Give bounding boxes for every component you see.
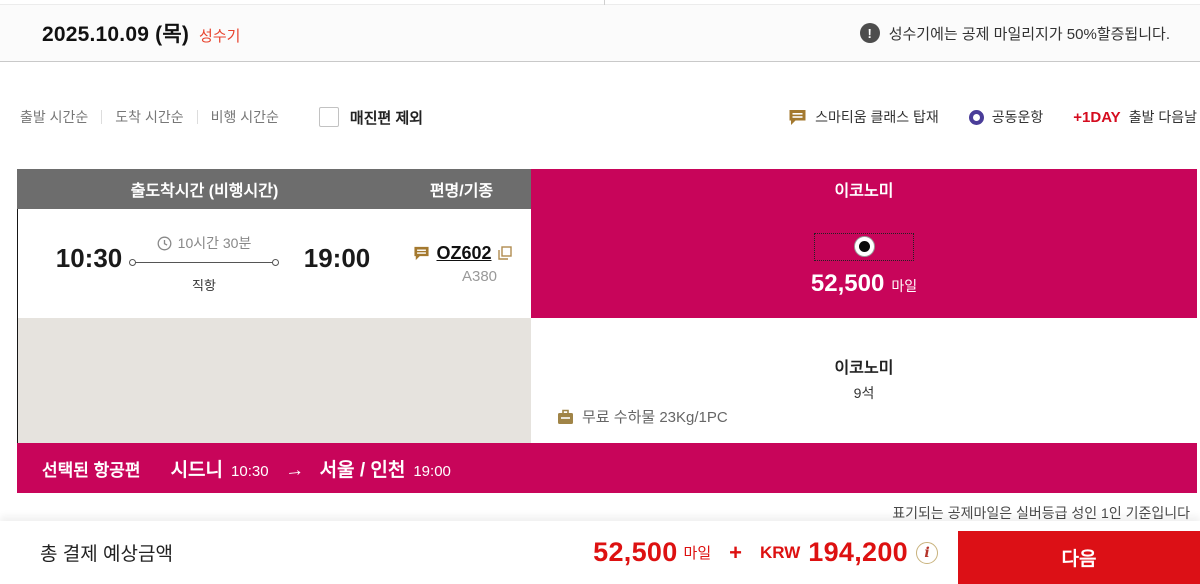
sort-by-arrival[interactable]: 도착 시간순 [115, 109, 184, 125]
row-left-filler [17, 318, 531, 443]
flight-duration: 10시간 30분 [129, 233, 279, 253]
total-miles-unit: 마일 [683, 545, 712, 562]
speech-bubble-icon [413, 246, 430, 261]
header-flight-no: 편명/기종 [429, 183, 494, 200]
legend: 스마티움 클래스 탑재 공동운항 +1DAY 출발 다음날 [788, 107, 1197, 127]
route-endpoint-dot [129, 259, 136, 266]
price-group: 52,500 마일 + KRW 194,200 i [593, 521, 938, 584]
currency-code: KRW [760, 542, 801, 562]
fare-miles-unit: 마일 [891, 277, 918, 294]
clock-icon [157, 236, 172, 250]
total-label: 총 결제 예상금액 [40, 544, 173, 565]
origin-city: 시드니 [170, 459, 224, 481]
flight-number-line: OZ602 [413, 242, 512, 264]
selected-flight-bar: 선택된 항공편 시드니 10:30 → 서울 / 인천 19:00 [17, 443, 1197, 493]
fare-radio-focus-outline[interactable] [814, 232, 914, 261]
destination-city: 서울 / 인천 [319, 459, 406, 481]
separator [101, 110, 103, 124]
speech-bubble-icon [788, 109, 807, 126]
sort-options: 출발 시간순 도착 시간순 비행 시간순 매진편 제외 [20, 107, 423, 128]
flight-table: 출도착시간 (비행시간) 편명/기종 이코노미 10:30 10시간 30분 [17, 169, 1197, 493]
legend-plus1day: +1DAY 출발 다음날 [1073, 107, 1197, 127]
calendar-strip-divider [604, 0, 605, 5]
plus-sign: + [729, 539, 742, 565]
suitcase-icon [557, 409, 574, 425]
exclude-soldout-label: 매진편 제외 [349, 109, 424, 127]
economy-fare-cell: 52,500 마일 [531, 209, 1197, 321]
peak-season-notice: ! 성수기에는 공제 마일리지가 50%할증됩니다. [859, 5, 1170, 61]
baggage-allowance-text: 무료 수하물 23Kg/1PC [582, 409, 728, 426]
flight-number-link[interactable]: OZ602 [436, 242, 492, 263]
seats-remaining: 9석 [853, 385, 875, 401]
total-amount: 194,200 [808, 537, 908, 567]
plus1day-badge: +1DAY [1073, 108, 1121, 126]
route-endpoint-dot [272, 259, 279, 266]
mileage-disclaimer: 표기되는 공제마일은 실버등급 성인 1인 기준입니다 [892, 505, 1190, 521]
fare-miles: 52,500 마일 [811, 270, 917, 298]
fare-miles-value: 52,500 [810, 269, 885, 297]
origin-time: 10:30 [231, 462, 269, 480]
exclamation-icon: ! [859, 23, 880, 43]
radio-dot [858, 241, 870, 252]
sort-by-departure[interactable]: 출발 시간순 [20, 109, 89, 125]
legend-codeshare-label: 공동운항 [991, 109, 1044, 125]
cabin-name: 이코노미 [834, 360, 894, 377]
selected-flight-label: 선택된 항공편 [42, 460, 141, 480]
toolbar: 출발 시간순 도착 시간순 비행 시간순 매진편 제외 스마티움 클래스 탑재 [20, 98, 1197, 136]
date-bar: 2025.10.09 (목) 성수기 ! 성수기에는 공제 마일리지가 50%할… [0, 5, 1200, 62]
aircraft-type: A380 [461, 267, 498, 285]
codeshare-ring-icon [968, 109, 984, 125]
route-graphic: 10시간 30분 직항 [129, 209, 279, 318]
exclude-soldout-toggle[interactable]: 매진편 제외 [318, 107, 424, 128]
legend-smartium-label: 스마티움 클래스 탑재 [815, 109, 939, 125]
flight-row: 10:30 10시간 30분 직항 19:00 [17, 209, 531, 318]
header-times: 출도착시간 (비행시간) [130, 183, 279, 200]
baggage-allowance: 무료 수하물 23Kg/1PC [557, 406, 728, 427]
flight-duration-text: 10시간 30분 [177, 235, 252, 251]
arrival-time: 19:00 [303, 243, 371, 273]
route-line [135, 262, 273, 263]
total-miles: 52,500 [593, 537, 678, 567]
departure-time: 10:30 [55, 243, 123, 273]
selected-date: 2025.10.09 (목) [42, 23, 190, 46]
legend-smartium: 스마티움 클래스 탑재 [788, 107, 939, 127]
table-header-left: 출도착시간 (비행시간) 편명/기종 [17, 169, 531, 209]
next-button[interactable]: 다음 [958, 531, 1200, 584]
peak-season-notice-text: 성수기에는 공제 마일리지가 50%할증됩니다. [888, 25, 1170, 43]
flight-identity: OZ602 A380 [393, 209, 532, 318]
info-icon[interactable]: i [916, 541, 938, 564]
sort-by-duration[interactable]: 비행 시간순 [210, 109, 279, 125]
fare-radio-selected[interactable] [853, 236, 875, 257]
header-economy: 이코노미 [834, 183, 894, 200]
destination-time: 19:00 [413, 462, 451, 480]
economy-fare-inner: 52,500 마일 [531, 209, 1197, 321]
fare-detail-panel: 이코노미 9석 무료 수하물 23Kg/1PC [531, 318, 1197, 443]
top-divider [0, 4, 1200, 5]
exclude-soldout-checkbox[interactable] [318, 107, 339, 127]
date-group: 2025.10.09 (목) 성수기 [0, 18, 240, 48]
legend-codeshare: 공동운항 [968, 107, 1044, 127]
selected-flight-route: 시드니 10:30 → 서울 / 인천 19:00 [171, 455, 451, 482]
separator [196, 110, 198, 124]
table-header-economy: 이코노미 [531, 169, 1197, 209]
flight-arrow-icon: → [283, 458, 305, 482]
legend-plus1day-label: 출발 다음날 [1128, 109, 1197, 125]
peak-season-label: 성수기 [199, 28, 241, 45]
payment-summary-bar: 총 결제 예상금액 52,500 마일 + KRW 194,200 i 다음 [0, 521, 1200, 584]
stops-label: 직항 [192, 278, 216, 293]
copy-icon[interactable] [497, 246, 512, 260]
